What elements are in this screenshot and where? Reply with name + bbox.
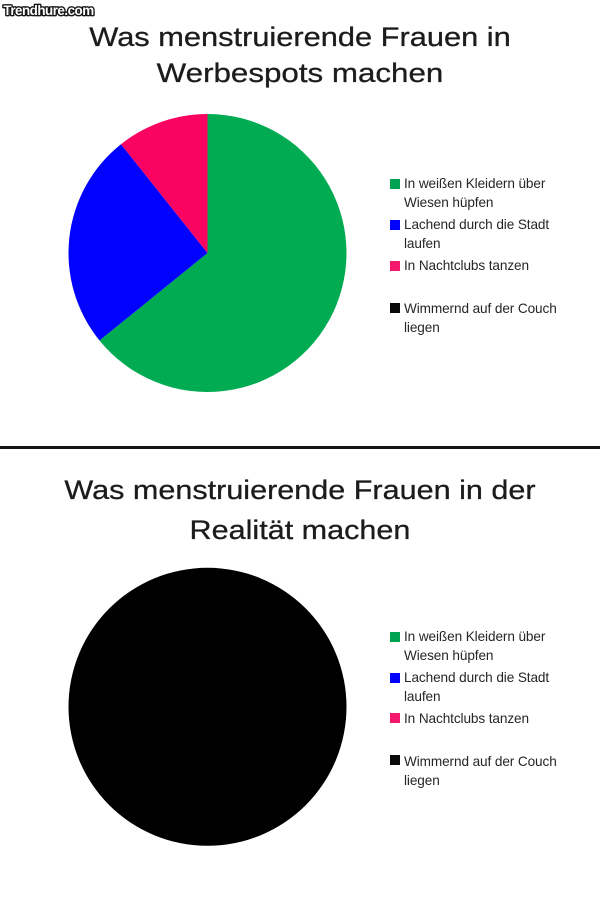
- svg-text:Trendhure.com: Trendhure.com: [3, 3, 94, 18]
